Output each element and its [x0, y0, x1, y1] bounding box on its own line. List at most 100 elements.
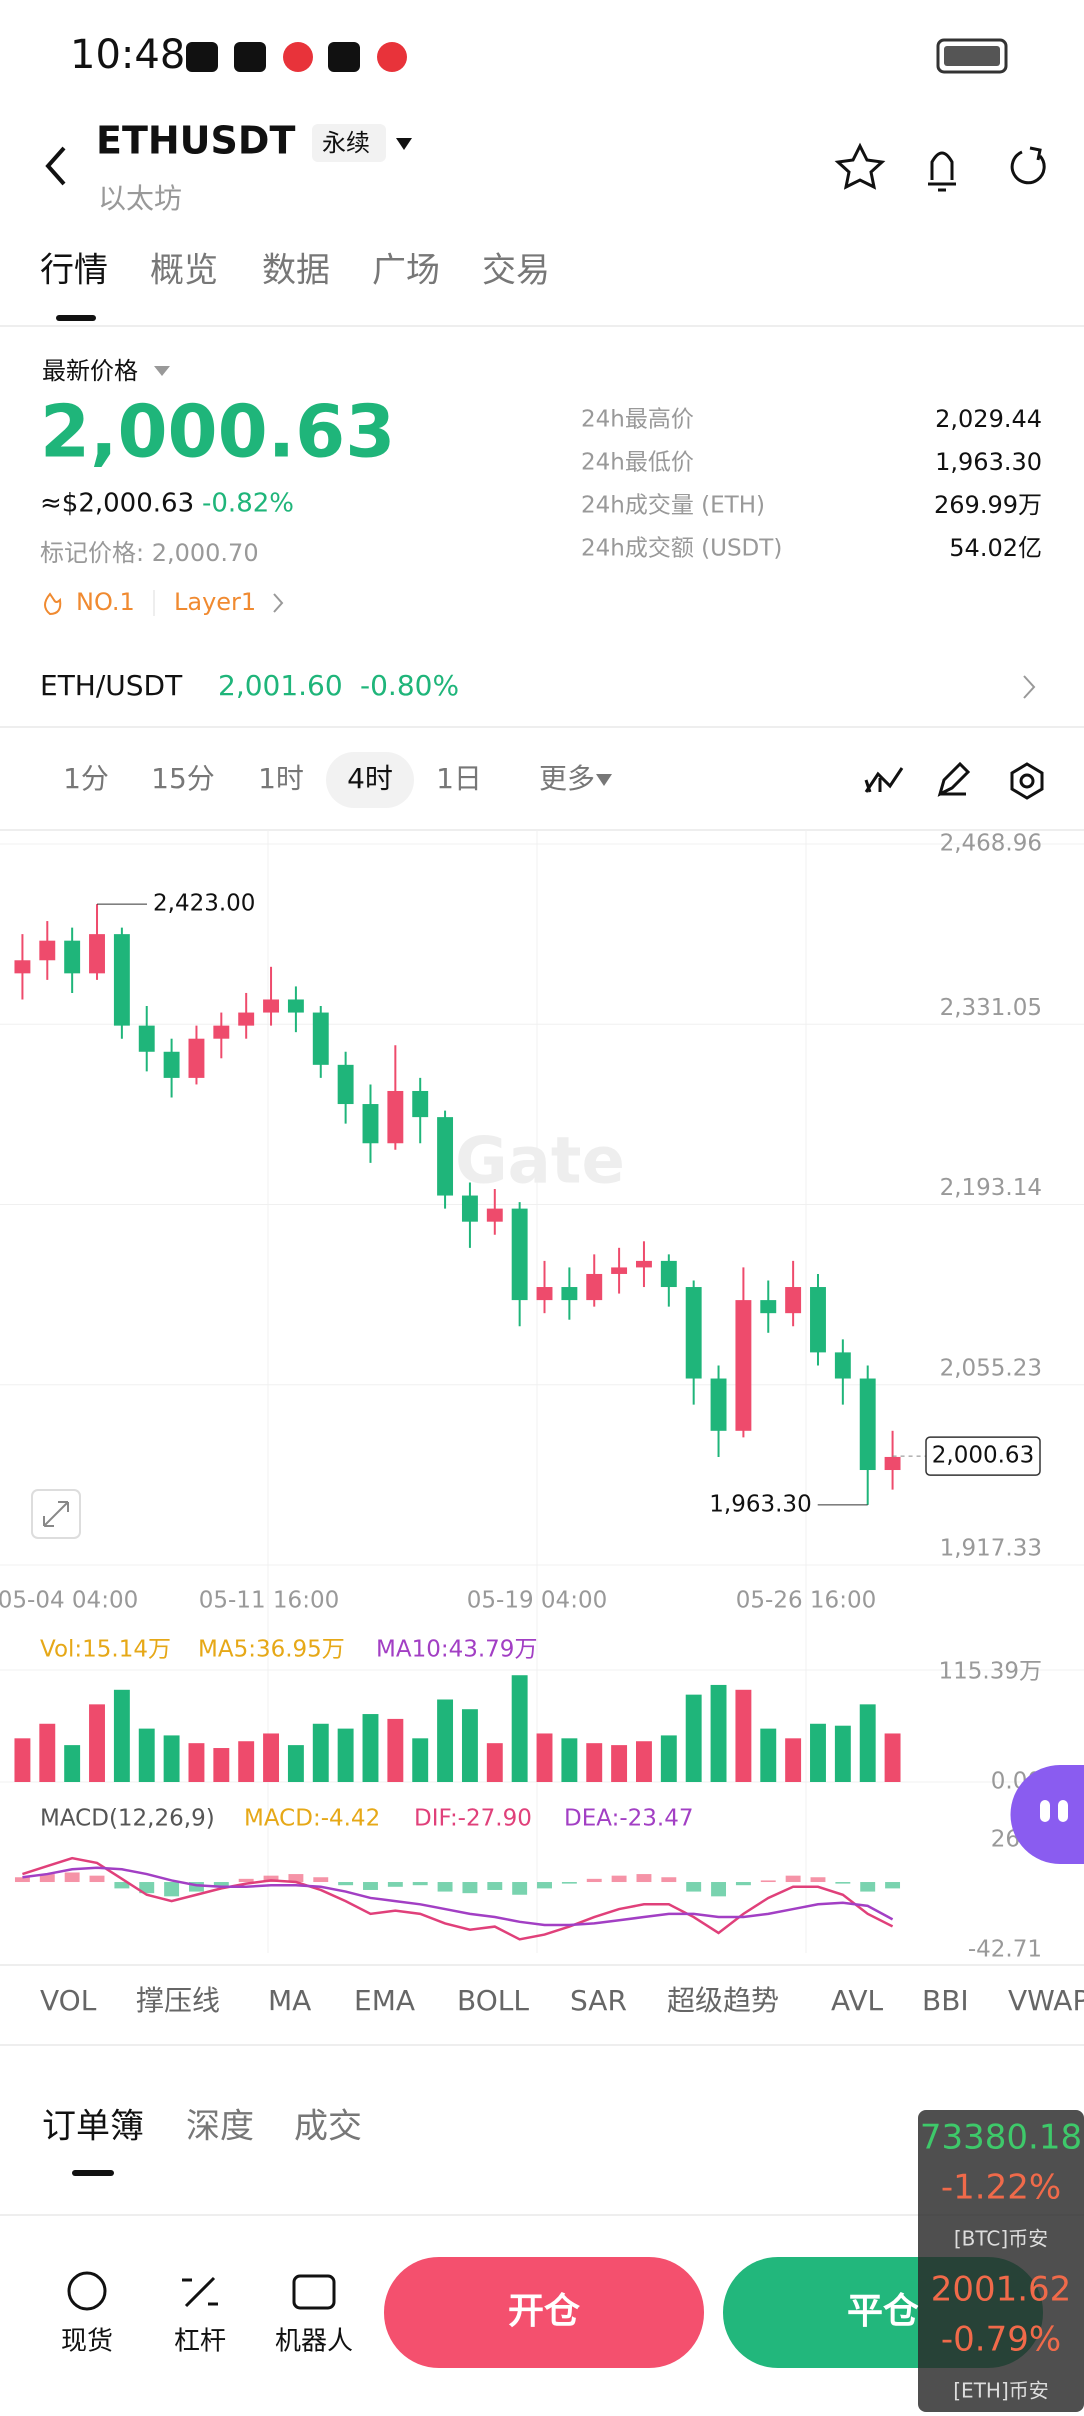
candle-body [64, 940, 81, 974]
contract-tag[interactable] [312, 124, 386, 162]
volume-bar [486, 1743, 503, 1782]
share[interactable] [1010, 146, 1046, 185]
candle-body [89, 934, 105, 974]
draw-button[interactable] [937, 761, 971, 797]
volume-bar [412, 1738, 429, 1782]
stat-label: 24h成交量 (ETH) [581, 493, 765, 519]
dropdown [596, 774, 612, 786]
assistant-eye [1058, 1800, 1068, 1822]
volume-bar [387, 1718, 404, 1782]
chevron [273, 593, 284, 613]
indicator-tab[interactable]: EMA [354, 1984, 415, 2017]
volume-bar [735, 1689, 752, 1782]
macd-bar [89, 1875, 105, 1883]
app-icon [186, 42, 218, 72]
dropdown[interactable] [396, 138, 412, 150]
nav-label[interactable]: 机器人 [275, 2327, 353, 2357]
macd-bar [462, 1882, 478, 1894]
stat-label: 24h最低价 [581, 450, 694, 476]
stat-value: 269.99万 [934, 491, 1042, 519]
favorite[interactable] [834, 142, 886, 190]
macd-bar [661, 1877, 677, 1883]
contract: 永续 [322, 129, 370, 157]
macd-bar [512, 1882, 528, 1895]
volume-bar [685, 1694, 702, 1782]
volume-bar [163, 1735, 180, 1782]
macd-bar [437, 1882, 453, 1892]
macd-bar [288, 1874, 304, 1883]
volume-bar [586, 1743, 603, 1782]
candle-body [312, 1012, 329, 1065]
hot-icon [44, 592, 62, 616]
usd-price: ≈$2,000.63 [40, 489, 194, 519]
macd-bar [238, 1878, 254, 1883]
candle-body [213, 1025, 230, 1039]
annotation: 1,963.30 [709, 1491, 811, 1517]
interval[interactable]: 1时 [258, 762, 304, 795]
tab[interactable]: 行情 [40, 251, 108, 291]
interval[interactable]: 1分 [63, 762, 109, 795]
candle-body [810, 1287, 826, 1353]
candle-body [138, 1025, 155, 1052]
interval[interactable]: 更多 [539, 762, 595, 795]
x-tick-label: 05-04 04:00 [0, 1588, 138, 1614]
macd-bar [387, 1882, 403, 1887]
indicator-tab[interactable]: BBI [922, 1984, 969, 2017]
nav-label[interactable]: 现货 [61, 2327, 113, 2357]
ticker-widget[interactable] [918, 2110, 1084, 2412]
indicator-tab[interactable]: 超级趋势 [667, 1984, 779, 2017]
chevron [1023, 675, 1036, 699]
book-tab[interactable]: 订单簿 [42, 2107, 144, 2147]
volume-bar [636, 1741, 652, 1782]
tab[interactable]: 概览 [150, 251, 218, 291]
volume-bar [64, 1745, 81, 1782]
nav-label[interactable]: 杠杆 [174, 2327, 226, 2357]
back-button[interactable] [45, 146, 66, 186]
indicator-tab[interactable]: AVL [831, 1984, 884, 2017]
active-interval [326, 752, 414, 808]
tab[interactable]: 广场 [372, 251, 440, 291]
tab[interactable]: 交易 [482, 251, 550, 291]
volume-bar [785, 1738, 802, 1782]
tab[interactable]: 数据 [262, 251, 330, 291]
candle-body [113, 934, 130, 1026]
open-button[interactable] [384, 2257, 704, 2368]
book-tab[interactable]: 深度 [186, 2107, 254, 2147]
candle-body [387, 1090, 404, 1144]
symbol: ETHUSDT [96, 119, 295, 163]
indicator-button[interactable] [864, 767, 904, 793]
indicator-tab[interactable]: VOL [40, 1984, 97, 2017]
indicator-tab[interactable]: 撑压线 [136, 1984, 220, 2017]
vol-legend: Vol:15.14万 [40, 1637, 171, 1663]
macd-bar [139, 1882, 155, 1894]
alert[interactable] [928, 151, 956, 192]
app-icon [328, 42, 360, 72]
settings-button[interactable] [1010, 762, 1044, 800]
book-tab[interactable]: 成交 [294, 2107, 362, 2147]
interval[interactable]: 1日 [436, 762, 482, 795]
macd-bar [14, 1877, 30, 1883]
sector[interactable]: Layer1 [174, 588, 256, 616]
indicator-tab[interactable]: VWAP [1008, 1984, 1084, 2017]
widget-source: [ETH]币安 [953, 2379, 1049, 2403]
candle-body [287, 999, 304, 1013]
dropdown[interactable] [154, 366, 170, 376]
battery-level [944, 46, 1000, 66]
indicator-tab[interactable]: MA [268, 1984, 311, 2017]
coin-name: 以太坊 [98, 182, 182, 215]
y-tick-label: 2,193.14 [940, 1175, 1042, 1201]
x-tick-label: 05-19 04:00 [467, 1588, 607, 1614]
volume-bar [437, 1699, 454, 1782]
rank: NO.1 [76, 588, 135, 616]
volume-bar [188, 1743, 205, 1782]
macd-bar [561, 1882, 577, 1884]
spot-pair[interactable]: ETH/USDT [40, 669, 183, 702]
interval[interactable]: 15分 [151, 762, 215, 795]
interval[interactable]: 4时 [347, 762, 393, 795]
app-icon [234, 42, 266, 72]
indicator-tab[interactable]: SAR [570, 1984, 627, 2017]
volume-bar [337, 1728, 354, 1782]
stat-label: 24h成交额 (USDT) [581, 536, 782, 562]
indicator-tab[interactable]: BOLL [457, 1984, 529, 2017]
